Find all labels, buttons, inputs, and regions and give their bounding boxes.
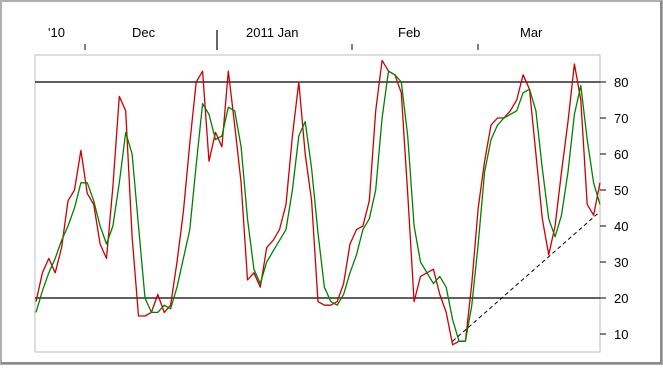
y-tick-label-60: 60 <box>614 147 628 162</box>
y-tick-label-80: 80 <box>614 75 628 90</box>
plot-area <box>35 55 600 352</box>
y-tick-label-20: 20 <box>614 291 628 306</box>
x-tick-label-1: Dec <box>132 25 156 40</box>
x-tick-label-3: Feb <box>398 25 420 40</box>
x-tick-label-4: Mar <box>520 25 543 40</box>
y-tick-label-30: 30 <box>614 255 628 270</box>
y-tick-label-50: 50 <box>614 183 628 198</box>
x-tick-label-2: 2011 Jan <box>246 25 299 40</box>
y-tick-label-40: 40 <box>614 219 628 234</box>
y-tick-label-70: 70 <box>614 111 628 126</box>
y-tick-label-10: 10 <box>614 327 628 342</box>
x-tick-label-0: '10 <box>48 25 65 40</box>
